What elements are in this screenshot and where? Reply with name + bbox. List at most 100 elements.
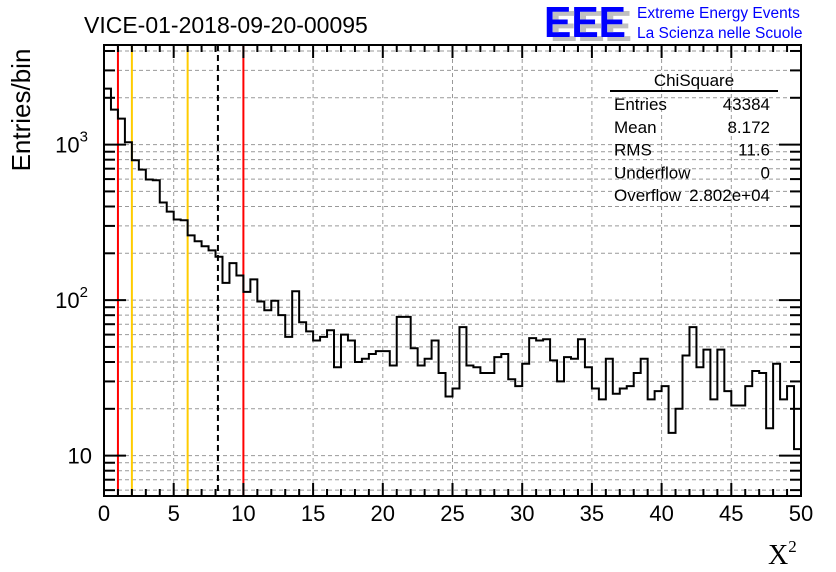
histogram-bin xyxy=(606,359,613,496)
stats-box: ChiSquare Entries 43384 Mean 8.172 RMS 11.6 Un… xyxy=(610,71,778,205)
x-tick-label: 15 xyxy=(301,501,325,526)
histogram-bin xyxy=(487,373,494,496)
histogram-bin xyxy=(278,315,285,496)
histogram-bin xyxy=(257,301,264,496)
histogram-bin xyxy=(641,359,648,496)
histogram-bin xyxy=(341,335,348,496)
histogram-bin xyxy=(292,291,299,496)
histogram-bin xyxy=(494,357,501,496)
histogram-bin xyxy=(515,386,522,496)
histogram-bin xyxy=(139,170,146,496)
x-tick-label: 45 xyxy=(719,501,743,526)
histogram-bin xyxy=(285,337,292,496)
histogram-bin xyxy=(397,317,404,496)
histogram-bin xyxy=(327,330,334,496)
histogram-bin xyxy=(313,340,320,496)
histogram-bin xyxy=(759,373,766,496)
histogram-bin xyxy=(188,235,195,496)
stats-value: 43384 xyxy=(723,95,770,114)
histogram-bin xyxy=(195,241,202,496)
y-tick-label-exponent: 2 xyxy=(80,284,88,301)
histogram-bin xyxy=(696,367,703,496)
x-axis-label-base: X xyxy=(768,540,788,571)
stats-value: 11.6 xyxy=(738,141,770,160)
histogram-bin xyxy=(306,331,313,496)
histogram-bin xyxy=(160,203,167,496)
histogram-bin xyxy=(634,373,641,496)
histogram-bin xyxy=(362,359,369,496)
chart-title: VICE-01-2018-09-20-00095 xyxy=(84,12,368,38)
y-tick-label-base: 10 xyxy=(55,133,79,158)
histogram-bin xyxy=(146,180,153,496)
histogram-bin xyxy=(683,356,690,496)
stats-value: 2.802e+04 xyxy=(689,186,770,205)
histogram-bin xyxy=(390,365,397,496)
histogram-bin xyxy=(118,119,125,496)
histogram-bin xyxy=(655,391,662,496)
histogram-bin xyxy=(620,389,627,496)
histogram-bin xyxy=(592,389,599,496)
histogram-bin xyxy=(453,389,460,496)
stats-value: 8.172 xyxy=(727,118,770,137)
y-tick-label: 10 xyxy=(68,444,92,469)
y-tick-label-base: 10 xyxy=(68,444,92,469)
histogram-bin xyxy=(738,406,745,496)
histogram-bin xyxy=(104,89,111,496)
stats-title: ChiSquare xyxy=(654,71,734,90)
histogram-bin xyxy=(501,354,508,496)
histogram-bin xyxy=(529,338,536,496)
histogram-bin xyxy=(731,406,738,496)
histogram-bin xyxy=(174,219,181,496)
histogram-bin xyxy=(348,340,355,496)
histogram-bin xyxy=(411,348,418,496)
histogram-bin xyxy=(216,257,223,496)
histogram-bin xyxy=(669,433,676,496)
histogram-bin xyxy=(473,367,480,496)
marker-lines xyxy=(116,45,245,496)
x-tick-label: 5 xyxy=(168,501,180,526)
histogram-bin xyxy=(543,339,550,496)
histogram-bin xyxy=(432,340,439,496)
histogram-bin xyxy=(355,362,362,496)
histogram-bin xyxy=(446,396,453,496)
histogram-bin xyxy=(125,142,132,496)
stats-label: Underflow xyxy=(614,163,691,182)
histogram-bin xyxy=(578,339,585,496)
x-tick-label: 0 xyxy=(98,501,110,526)
histogram-bin xyxy=(271,301,278,496)
histogram-bin xyxy=(132,160,139,496)
y-tick-label: 103 xyxy=(55,129,88,158)
histogram-bin xyxy=(250,279,257,496)
histogram-bin xyxy=(676,409,683,496)
histogram-bin xyxy=(508,379,515,496)
x-tick-labels: 0 5 10 15 20 25 30 35 40 45 50 xyxy=(98,501,813,526)
histogram-bin xyxy=(376,351,383,496)
x-tick-label: 10 xyxy=(231,501,255,526)
y-tick-label-exponent: 3 xyxy=(80,129,88,146)
stats-label: Overflow xyxy=(614,186,682,205)
histogram-bin xyxy=(383,351,390,496)
histogram-bin xyxy=(202,246,209,496)
histogram-bin xyxy=(550,360,557,496)
histogram-bin xyxy=(536,340,543,496)
histogram-bin xyxy=(167,212,174,496)
x-tick-label: 40 xyxy=(649,501,673,526)
histogram xyxy=(103,87,802,496)
histogram-bin xyxy=(111,110,118,496)
x-tick-label: 35 xyxy=(580,501,604,526)
y-tick-label-base: 10 xyxy=(55,288,79,313)
histogram-bin xyxy=(299,322,306,496)
x-tick-label: 20 xyxy=(371,501,395,526)
histogram-bin xyxy=(209,250,216,496)
histogram-bin xyxy=(320,337,327,496)
histogram-bin xyxy=(710,399,717,496)
x-tick-label: 25 xyxy=(440,501,464,526)
histogram-bin xyxy=(229,263,236,496)
histogram-bin xyxy=(264,310,271,496)
y-axis-label: Entries/bin xyxy=(6,49,36,172)
logo-letters: EEE xyxy=(544,0,626,47)
histogram-bin xyxy=(613,394,620,496)
histogram-bin xyxy=(773,364,780,496)
